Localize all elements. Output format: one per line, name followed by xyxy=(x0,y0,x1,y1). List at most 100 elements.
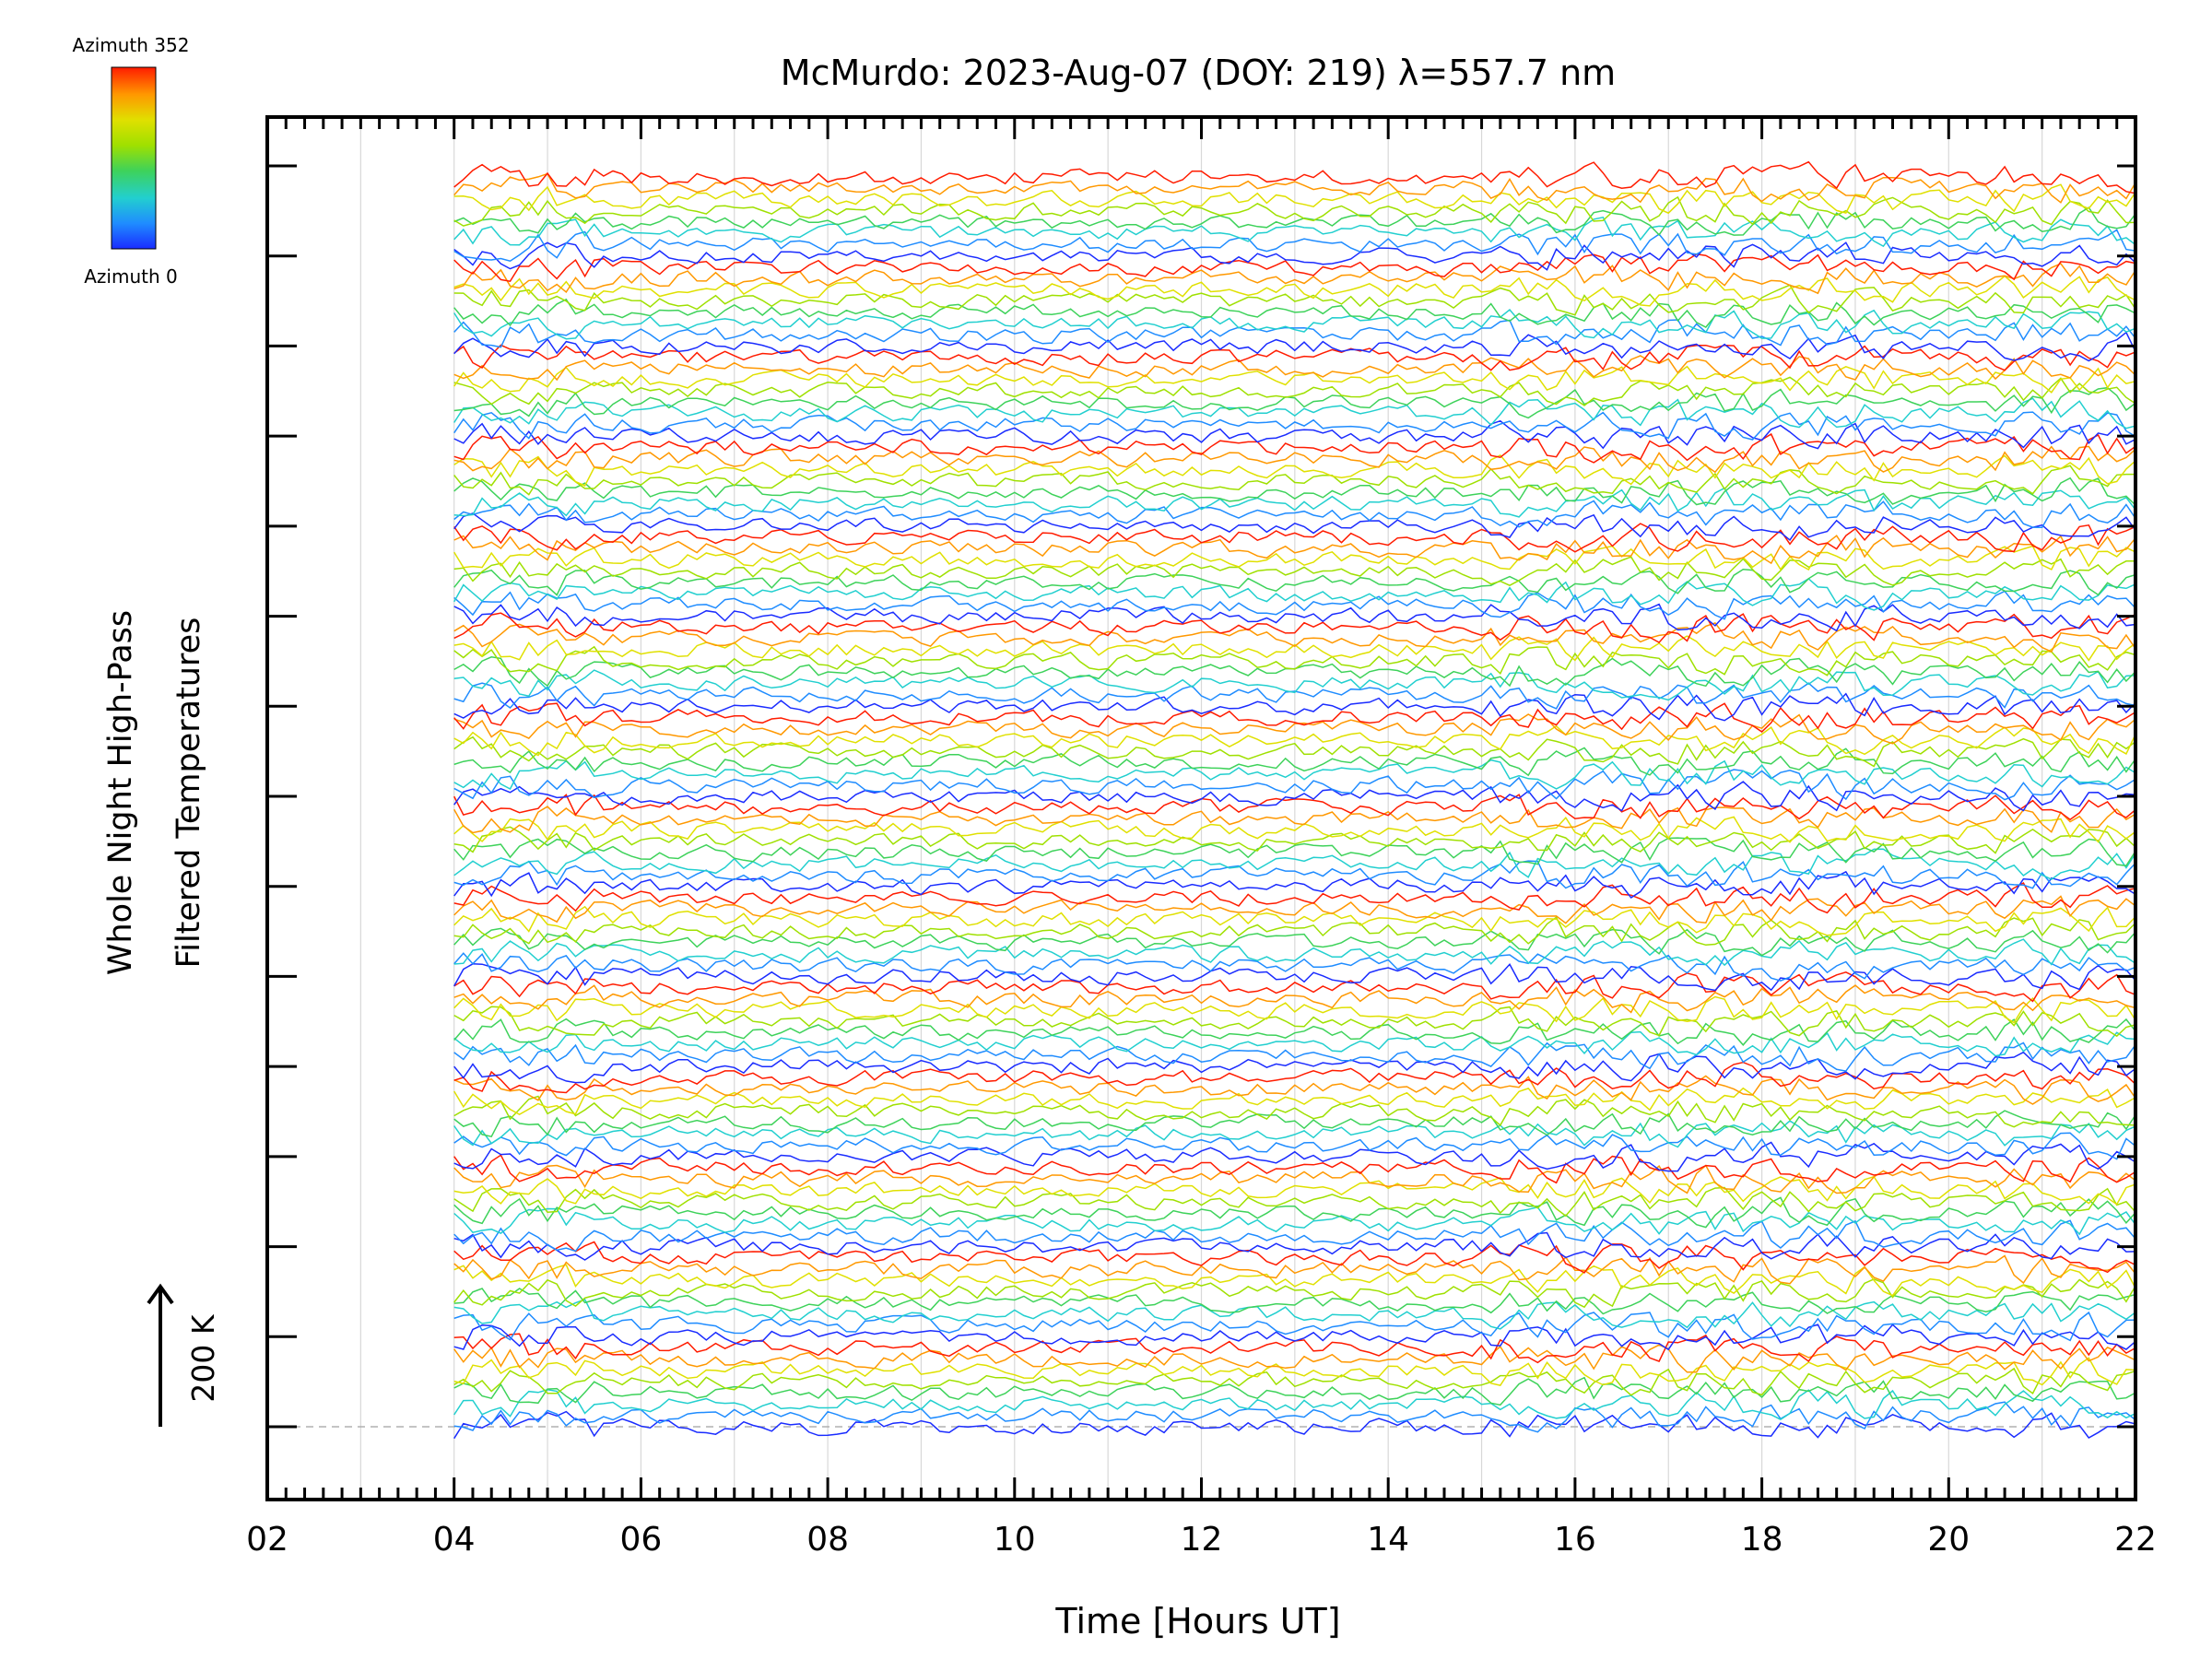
temperature-trace xyxy=(453,569,2136,596)
temperature-trace xyxy=(453,1410,2136,1440)
temperature-trace xyxy=(453,275,2136,307)
y-axis-label-line1: Whole Night High-Pass xyxy=(102,610,139,975)
temperature-trace xyxy=(453,253,2136,283)
temperature-trace xyxy=(453,1311,2136,1342)
temperature-trace xyxy=(453,622,2136,653)
temperature-trace xyxy=(453,319,2136,348)
temperature-trace xyxy=(453,669,2136,701)
temperature-trace xyxy=(453,465,2136,496)
x-tick-label: 14 xyxy=(1367,1521,1409,1559)
temperature-trace xyxy=(453,1219,2136,1253)
temperature-trace xyxy=(453,512,2136,541)
temperature-trace xyxy=(453,963,2136,992)
temperature-trace xyxy=(453,419,2136,450)
temperature-trace xyxy=(453,1196,2136,1229)
x-tick-label: 16 xyxy=(1554,1521,1596,1559)
temperature-trace xyxy=(453,1132,2136,1160)
temperature-trace xyxy=(453,1231,2136,1261)
temperature-trace xyxy=(453,1051,2136,1084)
x-tick-label: 04 xyxy=(433,1521,476,1559)
temperature-trace xyxy=(453,816,2136,843)
temperature-trace xyxy=(453,331,2136,362)
temperature-trace xyxy=(453,308,2136,340)
temperature-trace xyxy=(453,523,2136,553)
temperature-trace xyxy=(453,411,2136,441)
x-tick-label: 12 xyxy=(1181,1521,1223,1559)
temperature-trace xyxy=(453,487,2136,518)
temperature-trace xyxy=(453,1186,2136,1218)
temperature-trace xyxy=(453,1030,2136,1057)
temperature-trace xyxy=(453,1154,2136,1184)
temperature-trace xyxy=(453,172,2136,204)
temperature-trace xyxy=(453,284,2136,316)
temperature-trace xyxy=(453,881,2136,914)
temperature-trace xyxy=(453,735,2136,768)
temperature-trace xyxy=(453,682,2136,710)
x-tick-labels: 02 04 06 08 10 12 14 16 18 20 22 xyxy=(246,1521,2157,1559)
scale-arrow-head xyxy=(147,1283,174,1305)
temperature-trace xyxy=(453,195,2136,227)
temperature-trace xyxy=(453,1061,2136,1094)
temperature-trace xyxy=(453,500,2136,529)
temperature-trace xyxy=(453,241,2136,271)
temperature-trace xyxy=(453,952,2136,982)
x-tick-label: 18 xyxy=(1741,1521,1783,1559)
temperature-trace xyxy=(453,938,2136,967)
temperature-trace xyxy=(453,781,2136,812)
temperature-trace xyxy=(453,1164,2136,1194)
temperature-trace xyxy=(453,344,2136,371)
temperature-trace xyxy=(453,1389,2136,1420)
x-tick-label: 10 xyxy=(994,1521,1036,1559)
temperature-trace xyxy=(453,713,2136,745)
x-tick-label: 06 xyxy=(619,1521,662,1559)
x-axis-label: Time [Hours UT] xyxy=(1054,1601,1340,1641)
temperature-trace xyxy=(453,692,2136,722)
temperature-trace xyxy=(453,645,2136,677)
temperature-trace xyxy=(453,895,2136,924)
temperature-trace xyxy=(453,1018,2136,1046)
temperature-trace xyxy=(453,386,2136,419)
temperature-trace xyxy=(453,1120,2136,1148)
x-tick-label: 20 xyxy=(1927,1521,1970,1559)
temperature-trace xyxy=(453,702,2136,733)
x-tick-label: 08 xyxy=(806,1521,849,1559)
temperature-trace xyxy=(453,577,2136,611)
temperature-trace xyxy=(453,1288,2136,1315)
temperature-trace xyxy=(453,1041,2136,1072)
temperature-trace xyxy=(453,1206,2136,1236)
temperature-trace xyxy=(453,747,2136,777)
temperature-trace xyxy=(453,556,2136,587)
temperature-trace xyxy=(453,1095,2136,1128)
temperature-trace xyxy=(453,1401,2136,1433)
chart-title: McMurdo: 2023-Aug-07 (DOY: 219) λ=557.7 … xyxy=(781,53,1616,93)
y-axis-label-line2: Filtered Temperatures xyxy=(171,618,207,969)
temperature-trace xyxy=(453,1357,2136,1386)
temperature-trace xyxy=(453,995,2136,1024)
temperature-trace xyxy=(453,905,2136,936)
temperature-trace xyxy=(453,376,2136,406)
temperature-trace xyxy=(453,837,2136,867)
temperature-trace xyxy=(453,1254,2136,1285)
temperature-trace xyxy=(453,160,2136,194)
temperature-trace xyxy=(453,445,2136,474)
temperature-trace xyxy=(453,545,2136,571)
temperature-trace xyxy=(453,298,2136,328)
x-tick-label: 22 xyxy=(2114,1521,2157,1559)
x-tick-label: 02 xyxy=(246,1521,288,1559)
temperature-trace xyxy=(453,1344,2136,1373)
temperature-series xyxy=(453,160,2136,1440)
temperature-trace xyxy=(453,759,2136,791)
temperature-trace xyxy=(453,1006,2136,1038)
temperature-trace xyxy=(453,860,2136,889)
temperature-trace xyxy=(453,1241,2136,1274)
colorbar xyxy=(111,66,157,250)
temperature-trace xyxy=(453,206,2136,236)
scale-label: 200 K xyxy=(185,1313,221,1402)
temperature-trace xyxy=(453,769,2136,801)
temperature-trace xyxy=(453,590,2136,620)
temperature-trace xyxy=(453,1264,2136,1297)
temperature-trace xyxy=(453,216,2136,248)
temperature-trace xyxy=(453,1110,2136,1138)
temperature-trace xyxy=(453,229,2136,263)
